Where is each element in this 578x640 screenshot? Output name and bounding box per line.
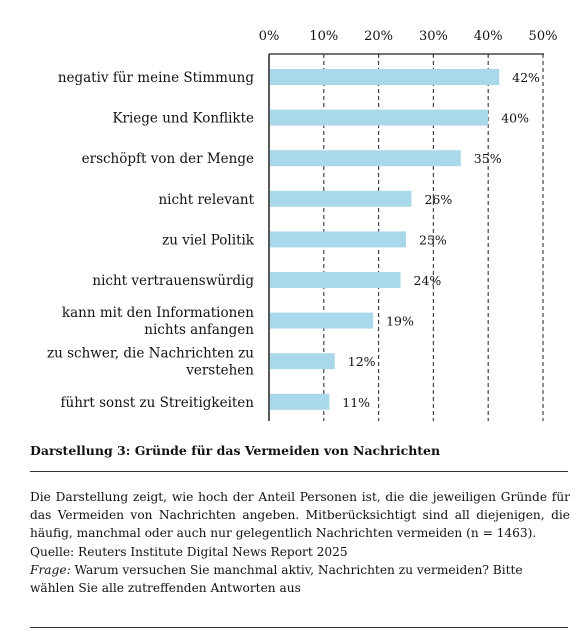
data-label: 24% (414, 273, 442, 288)
bar (270, 69, 500, 85)
category-label: verstehen (185, 363, 254, 379)
question-label: Frage: (30, 562, 71, 577)
question-text: Warum versuchen Sie manchmal aktiv, Nach… (30, 562, 523, 596)
x-tick-label: 0% (259, 29, 280, 44)
note-source: Quelle: Reuters Institute Digital News R… (30, 544, 348, 559)
bar (270, 272, 401, 288)
data-label: 35% (474, 151, 502, 166)
note-question: Frage: Warum versuchen Sie manchmal akti… (30, 561, 570, 597)
note-bottom-divider (30, 627, 568, 628)
data-label: 25% (419, 232, 447, 247)
bar (270, 109, 489, 126)
category-label: zu viel Politik (162, 232, 255, 248)
note-description: Die Darstellung zeigt, wie hoch der Ante… (30, 490, 570, 541)
category-label: nicht relevant (158, 192, 254, 208)
category-label: nicht vertrauenswürdig (92, 273, 254, 289)
data-label: 40% (501, 111, 529, 126)
x-tick-label: 40% (474, 29, 503, 44)
bar (270, 393, 330, 410)
data-label: 19% (386, 314, 414, 329)
data-label: 42% (512, 70, 540, 85)
category-label: Kriege und Konflikte (112, 111, 254, 127)
bar (270, 353, 335, 370)
bar (270, 150, 461, 167)
category-label: negativ für meine Stimmung (58, 70, 255, 86)
x-tick-label: 10% (309, 29, 338, 44)
chart-caption: Darstellung 3: Gründe für das Vermeiden … (30, 443, 441, 458)
bar (270, 312, 374, 329)
category-label: erschöpft von der Menge (82, 151, 254, 167)
bar-chart: 0% 10% 20% 30% 40% 50% 42% negativ für meine St… (47, 29, 558, 421)
chart-note: Die Darstellung zeigt, wie hoch der Ante… (30, 488, 570, 597)
data-label: 26% (424, 192, 452, 207)
x-tick-label: 50% (529, 29, 558, 44)
x-tick-label: 30% (419, 29, 448, 44)
caption-divider (30, 471, 568, 472)
bar (270, 231, 406, 248)
data-label: 12% (348, 354, 376, 369)
category-label: führt sonst zu Streitigkeiten (61, 395, 255, 411)
data-label: 11% (342, 395, 370, 410)
category-label: zu schwer, die Nachrichten zu (47, 346, 254, 362)
category-label: kann mit den Informationen (62, 305, 254, 321)
bar (270, 190, 412, 207)
category-label: nichts anfangen (144, 322, 254, 338)
x-tick-label: 20% (364, 29, 393, 44)
